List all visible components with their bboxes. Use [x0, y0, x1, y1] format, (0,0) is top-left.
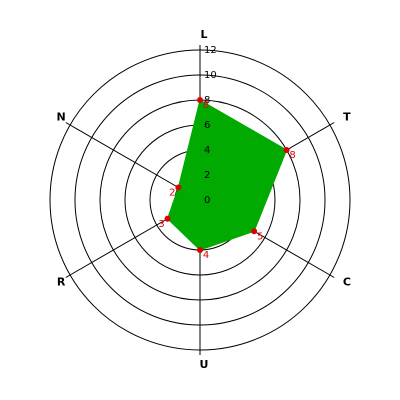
marker	[197, 97, 203, 103]
tick-label: 10	[204, 70, 217, 81]
value-label: 3	[158, 219, 164, 230]
value-label: 4	[203, 250, 209, 261]
value-label: 8	[203, 100, 209, 111]
radar-area	[166, 99, 288, 251]
axis-label: T	[343, 111, 351, 124]
tick-label: 0	[204, 195, 210, 206]
tick-label: 6	[204, 120, 210, 131]
tick-label: 8	[204, 95, 210, 106]
marker	[164, 215, 171, 222]
axis-label: C	[343, 276, 351, 289]
axis-label: R	[57, 276, 66, 289]
axis-label: N	[56, 111, 65, 124]
marker	[175, 184, 182, 191]
value-label: 2	[169, 188, 175, 199]
marker	[197, 247, 203, 253]
value-label: 8	[289, 150, 295, 161]
tick-label: 12	[204, 45, 217, 56]
marker	[283, 147, 290, 153]
axis-label: L	[200, 28, 207, 41]
tick-label: 4	[204, 145, 210, 156]
tick-label: 2	[204, 170, 210, 181]
marker	[251, 228, 258, 235]
value-label: 5	[257, 231, 263, 242]
axis-label: U	[200, 358, 209, 371]
